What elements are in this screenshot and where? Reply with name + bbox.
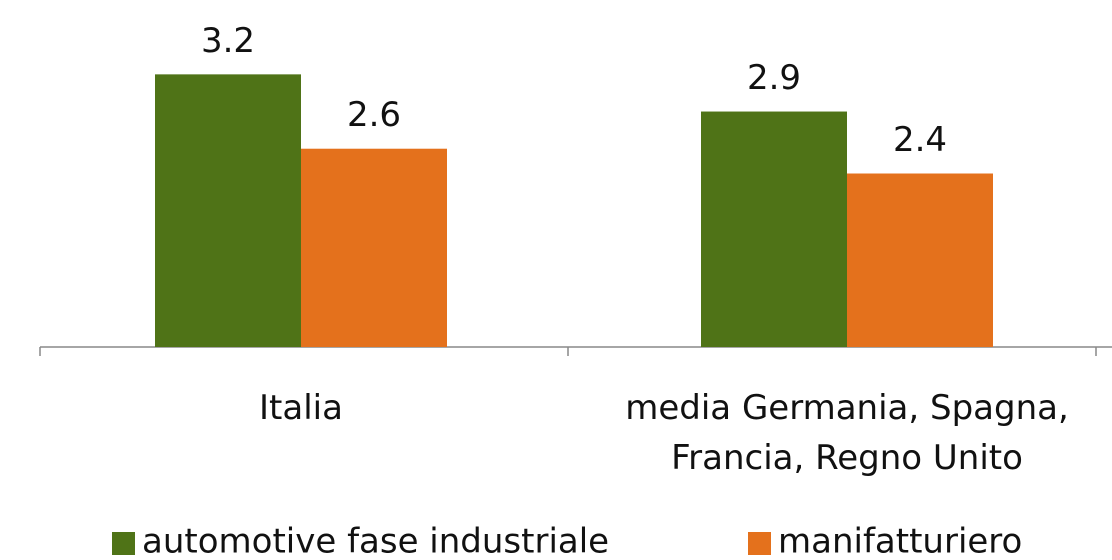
legend-swatch	[112, 532, 135, 555]
legend-swatch	[748, 532, 771, 555]
data-label: 2.6	[347, 95, 401, 135]
x-tick-label: media Germania, Spagna, Francia, Regno U…	[625, 388, 1069, 478]
data-label: 2.9	[747, 58, 801, 98]
legend-label: manifatturiero	[778, 522, 1022, 560]
bar	[155, 74, 301, 347]
bar	[701, 111, 847, 348]
legend-label: automotive fase industriale	[142, 522, 609, 560]
bar	[847, 173, 993, 347]
data-label: 2.4	[893, 120, 947, 160]
data-label: 3.2	[201, 21, 255, 61]
x-tick-label: Italia	[259, 388, 343, 428]
bar	[301, 148, 447, 347]
